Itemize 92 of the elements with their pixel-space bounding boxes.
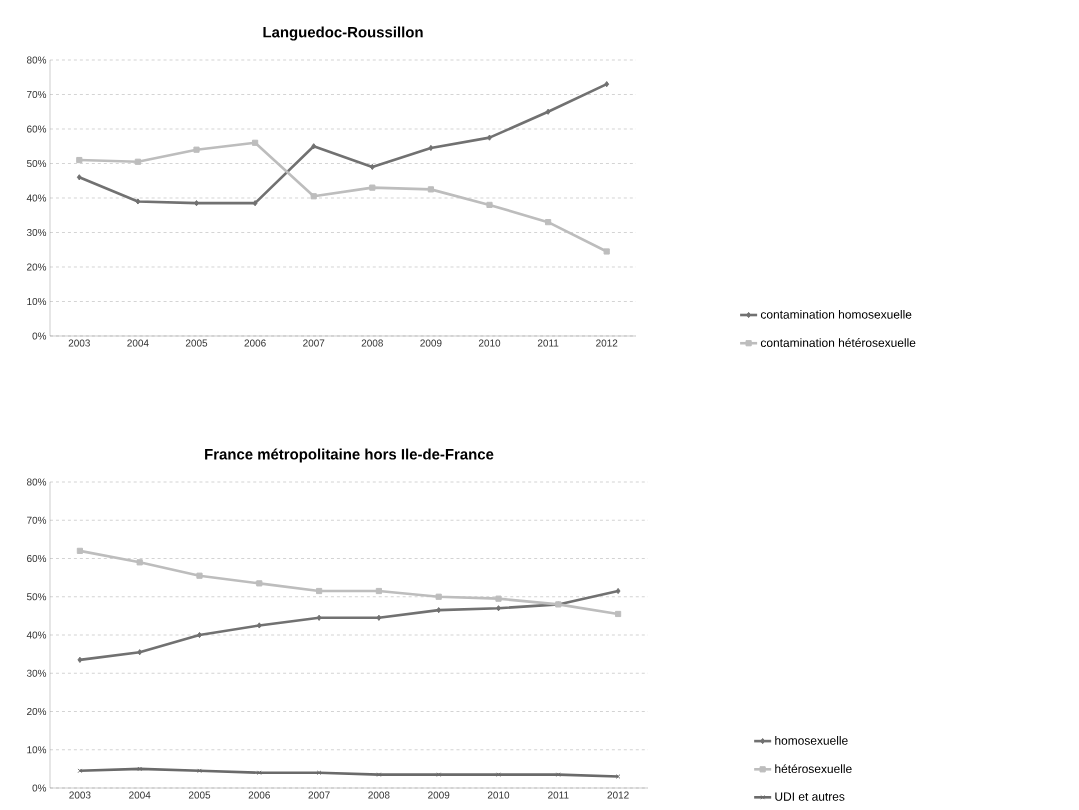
y-tick-label: 70%	[27, 90, 47, 99]
point	[135, 198, 141, 205]
legend-label: homosexuelle	[775, 736, 848, 745]
x-tick-label: 2007	[303, 339, 325, 347]
point	[76, 156, 83, 164]
point	[256, 622, 262, 629]
point	[136, 559, 143, 566]
x-tick-label: 2012	[596, 339, 618, 347]
y-tick-label: 50%	[26, 159, 47, 168]
point	[604, 81, 610, 88]
x-tick-label: 2004	[127, 339, 149, 347]
y-tick-label: 0%	[32, 332, 47, 340]
y-tick-label: 70%	[27, 516, 47, 524]
legend-label: hétérosexuelle	[775, 764, 852, 774]
point	[316, 770, 322, 776]
y-tick-label: 10%	[27, 746, 47, 754]
point	[137, 649, 143, 656]
point	[194, 200, 199, 207]
point	[369, 163, 375, 171]
x-tick-label: 2012	[607, 791, 629, 799]
x-tick-label: 2010	[478, 339, 501, 347]
y-tick-label: 60%	[27, 125, 47, 133]
point	[252, 139, 259, 146]
point	[496, 605, 501, 612]
point	[428, 144, 434, 152]
point	[555, 772, 561, 777]
x-tick-label: 2010	[487, 791, 510, 799]
x-tick-label: 2011	[548, 791, 569, 799]
y-tick-label: 20%	[27, 263, 47, 271]
point	[375, 587, 382, 595]
point	[496, 772, 501, 777]
point	[435, 593, 442, 600]
point	[369, 184, 376, 191]
point	[376, 614, 382, 621]
y-tick-label: 50%	[26, 593, 47, 601]
y-tick-label: 20%	[27, 707, 47, 716]
point	[197, 768, 202, 774]
point	[316, 587, 323, 595]
point	[603, 248, 610, 255]
x-tick-label: 2008	[361, 339, 383, 347]
point	[487, 134, 492, 141]
y-tick-label: 0%	[32, 784, 47, 792]
x-tick-label: 2007	[308, 791, 330, 799]
y-tick-label: 30%	[26, 669, 47, 677]
y-tick-label: 40%	[26, 631, 47, 639]
point	[77, 656, 83, 663]
point	[137, 766, 143, 772]
point	[252, 200, 258, 207]
x-tick-label: 2004	[129, 791, 151, 799]
x-tick-label: 2006	[248, 791, 270, 799]
y-tick-label: 10%	[27, 297, 47, 306]
point	[193, 146, 200, 153]
chart-title: France métropolitaine hors Ile-de-France	[205, 448, 494, 463]
point	[196, 572, 203, 579]
point	[316, 614, 322, 621]
x-tick-label: 2003	[68, 339, 90, 347]
point	[545, 108, 551, 115]
point	[436, 607, 442, 614]
x-tick-label: 2009	[420, 339, 442, 347]
x-tick-label: 2003	[69, 791, 91, 799]
y-tick-label: 40%	[26, 194, 47, 202]
legend-label: contamination homosexuelle	[760, 309, 912, 319]
point	[256, 770, 262, 776]
legend-label: contamination hétérosexuelle	[760, 338, 916, 347]
x-tick-label: 2005	[188, 791, 211, 799]
point	[77, 768, 83, 774]
point	[615, 610, 622, 618]
point	[545, 219, 552, 226]
point	[495, 595, 502, 602]
point	[376, 772, 382, 777]
point	[486, 201, 493, 208]
y-tick-label: 30%	[26, 228, 47, 237]
point	[256, 580, 263, 587]
point	[134, 158, 141, 165]
point	[615, 774, 621, 779]
y-tick-label: 60%	[27, 554, 47, 563]
point	[76, 547, 83, 554]
point	[615, 587, 621, 595]
point	[436, 772, 442, 777]
x-tick-label: 2008	[368, 791, 390, 799]
y-tick-label: 80%	[26, 56, 47, 64]
point	[76, 174, 82, 181]
point	[427, 186, 434, 193]
point	[310, 193, 317, 200]
x-tick-label: 2009	[428, 791, 450, 799]
x-tick-label: 2011	[537, 339, 559, 347]
x-tick-label: 2005	[185, 339, 208, 347]
y-tick-label: 80%	[26, 478, 47, 486]
chart-title: Languedoc-Roussillon	[263, 26, 423, 41]
x-tick-label: 2006	[244, 339, 266, 347]
legend-label: UDI et autres	[775, 792, 845, 801]
point	[311, 143, 317, 150]
